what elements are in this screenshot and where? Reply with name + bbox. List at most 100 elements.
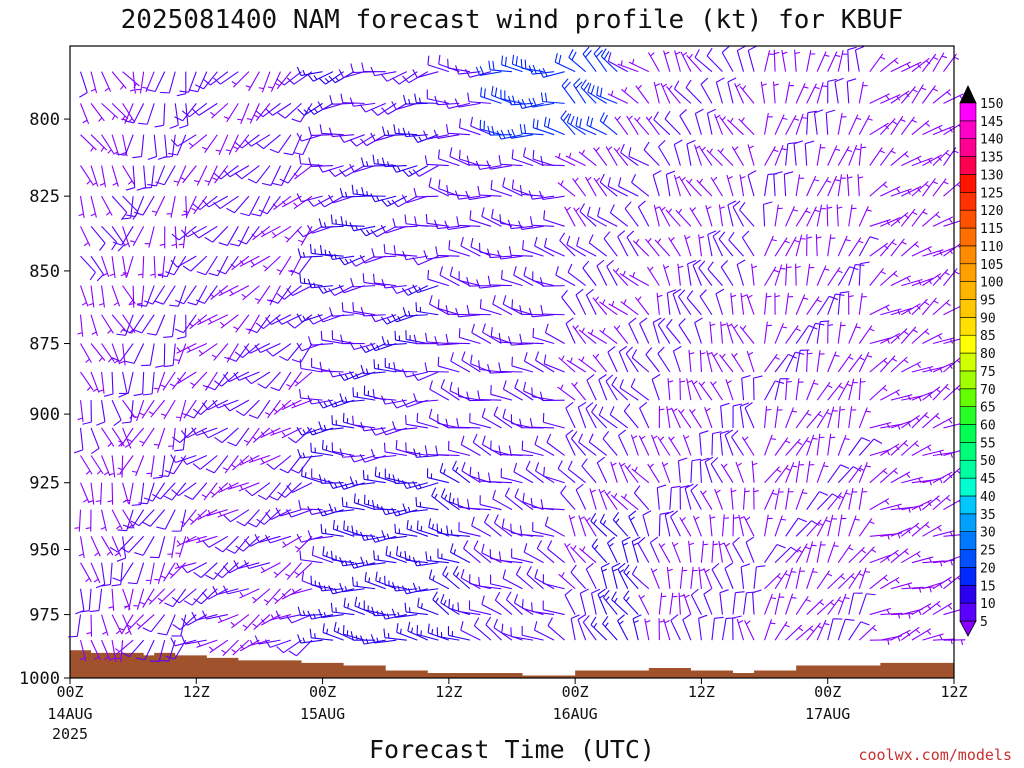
wind-barb [731,430,744,456]
wind-barb [370,225,397,238]
wind-barb [922,273,942,287]
wind-barb [719,116,734,136]
wind-barb [120,535,145,553]
wind-barb [932,417,953,429]
wind-barb [806,434,818,456]
colorbar-tick-label: 10 [980,597,996,612]
wind-barb [837,50,848,72]
wind-barb [643,141,660,166]
credit-link[interactable]: coolwx.com/models [858,746,1012,764]
wind-barb [248,454,271,463]
wind-barb [88,285,95,308]
wind-barb [566,357,586,373]
wind-barb [579,588,589,615]
wind-barb [525,460,544,484]
wind-barb [623,590,639,615]
chart-title: 2025081400 NAM forecast wind profile (kt… [121,5,904,35]
wind-barb [299,359,323,373]
wind-barb [694,108,704,135]
wind-barb [478,360,502,373]
wind-barb [665,208,681,227]
wind-barb [277,482,302,498]
wind-barb [610,493,629,511]
wind-barb [155,165,176,186]
wind-barb [635,84,650,104]
wind-barb [469,413,492,429]
wind-barb [183,195,197,217]
wind-barb [380,506,407,516]
wind-barb [785,236,800,257]
colorbar-swatch [959,209,977,229]
wind-barb [496,129,523,140]
wind-barb [678,318,692,344]
wind-barb [518,220,544,230]
wind-barb [458,118,481,136]
wind-barb [620,299,639,316]
wind-barb [922,333,943,345]
wind-barb [261,165,281,186]
wind-barb [652,317,662,344]
wind-barb [385,545,407,564]
wind-barb [448,440,471,457]
wind-barb [201,427,229,439]
wind-barb [785,567,797,589]
wind-barb [720,463,734,484]
wind-barb [77,314,84,337]
wind-barb [827,514,837,537]
x-tick-label: 00Z [309,683,336,701]
wind-barb [762,201,773,227]
wind-barb [848,464,865,484]
wind-barb [922,449,944,457]
wind-barb [341,302,365,316]
wind-barb [663,50,671,72]
wind-barb [668,237,681,257]
wind-barb [414,216,439,227]
wind-barb [133,588,145,610]
wind-barb [163,343,176,368]
wind-barb [146,71,166,93]
wind-barb [795,460,805,483]
colorbar-tick-label: 60 [980,419,996,434]
wind-barb [475,66,502,76]
wind-barb [540,92,565,104]
wind-barb [424,155,449,167]
wind-barb [80,226,91,247]
wind-barb [170,255,197,268]
wind-barb [774,437,791,456]
wind-barb [813,109,824,135]
wind-barb [540,155,565,167]
wind-barb [296,132,323,142]
wind-barb [169,371,187,390]
wind-barb [731,324,744,344]
wind-barb [507,336,534,346]
wind-barb [858,567,870,589]
wind-barb [565,429,576,456]
wind-barb [528,64,555,75]
wind-barb [205,562,229,580]
wind-barb [764,112,773,135]
wind-barb [458,522,481,537]
wind-barb [339,556,365,567]
wind-barb [464,68,492,78]
wind-barb [111,314,127,333]
wind-barb [319,245,344,257]
wind-barb [566,235,586,257]
y-tick-label: 950 [29,541,60,561]
wind-barb [254,343,281,354]
wind-barb [659,206,671,227]
wind-barb [80,165,94,185]
wind-barb [911,208,928,227]
wind-barb [174,103,197,122]
wind-barb [267,71,281,92]
wind-barb [147,134,158,161]
wind-barb [381,157,407,168]
wind-barb [185,399,208,419]
wind-barb [704,456,714,483]
wind-barb [585,562,597,590]
wind-barb [654,238,671,257]
wind-barb [266,285,281,306]
colorbar-tick-label: 150 [980,97,1003,112]
wind-barb [607,346,618,373]
wind-barb [504,487,523,511]
wind-barb [890,150,909,167]
